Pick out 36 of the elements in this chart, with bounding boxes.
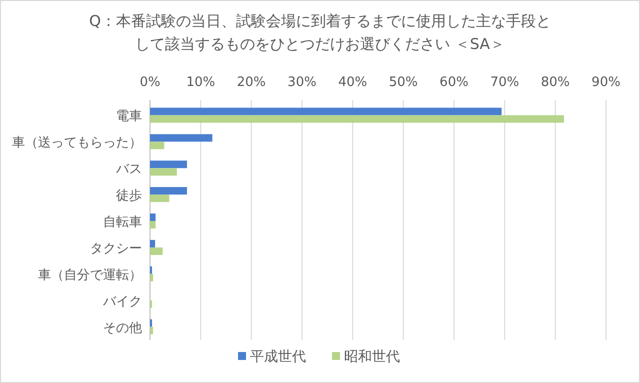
bar bbox=[150, 115, 564, 123]
x-tick-label: 40% bbox=[338, 75, 368, 90]
x-tick-label: 90% bbox=[592, 75, 620, 90]
legend-label: 昭和世代 bbox=[344, 349, 400, 365]
x-tick-label: 70% bbox=[490, 75, 520, 90]
bar bbox=[150, 221, 156, 228]
y-tick-label: タクシー bbox=[90, 241, 142, 256]
bar bbox=[150, 142, 164, 150]
legend-label: 平成世代 bbox=[250, 349, 306, 365]
y-tick-label: 車（自分で運転） bbox=[38, 268, 142, 283]
x-tick-label: 20% bbox=[236, 75, 266, 90]
x-tick-label: 0% bbox=[140, 75, 160, 90]
bar bbox=[150, 187, 187, 195]
chart-title: Q：本番試験の当日、試験会場に到着するまでに使用した主な手段として該当するものをひとつだけお選びください ＜SA＞ bbox=[89, 12, 551, 53]
x-tick-label: 30% bbox=[288, 75, 316, 90]
x-tick-label: 10% bbox=[186, 75, 216, 90]
y-tick-label: バス bbox=[115, 162, 142, 178]
bar bbox=[150, 247, 163, 255]
x-tick-label: 80% bbox=[540, 75, 570, 90]
y-tick-label: その他 bbox=[103, 320, 142, 336]
bar bbox=[150, 240, 156, 248]
bar bbox=[150, 134, 212, 142]
bar bbox=[150, 326, 154, 334]
y-tick-label: バイク bbox=[102, 294, 142, 310]
y-tick-label: 車（送ってもらった） bbox=[12, 136, 142, 151]
x-tick-label: 60% bbox=[440, 75, 468, 90]
bar bbox=[150, 168, 177, 176]
bar bbox=[150, 160, 187, 168]
y-tick-label: 徒歩 bbox=[116, 188, 142, 204]
x-tick-label: 50% bbox=[388, 75, 418, 90]
bar bbox=[150, 214, 156, 221]
bar bbox=[150, 274, 154, 282]
bar bbox=[150, 194, 170, 202]
bar bbox=[150, 108, 502, 116]
y-tick-label: 電車 bbox=[116, 109, 142, 124]
y-tick-label: 自転車 bbox=[103, 215, 142, 230]
